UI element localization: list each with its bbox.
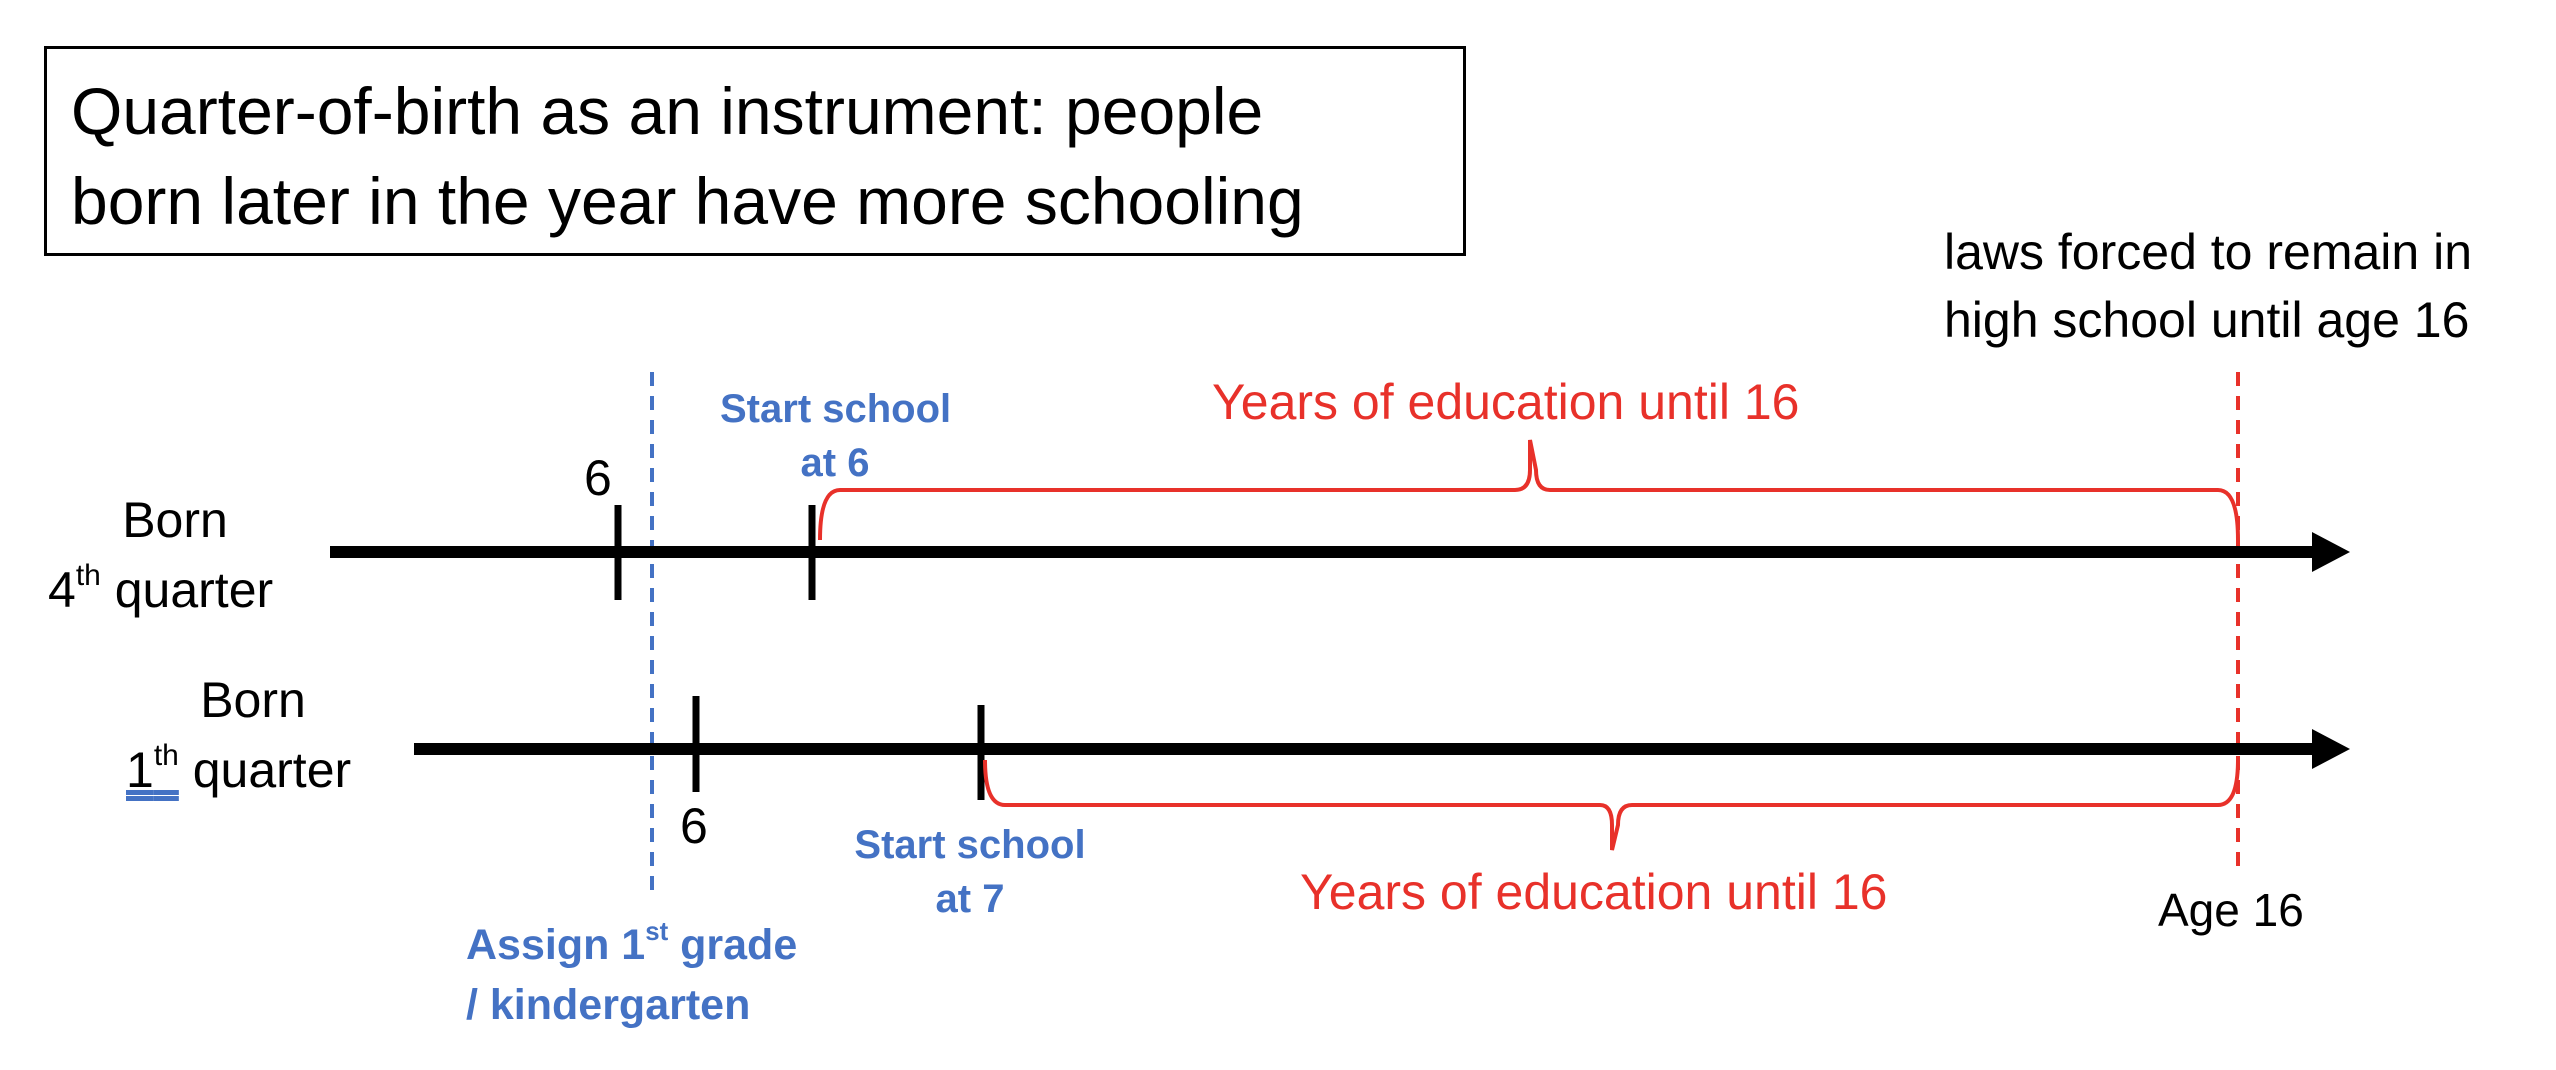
row-q4-start-line-1: Start school: [720, 387, 952, 431]
assign-label-line-2: / kindergarten: [466, 981, 751, 1029]
law-note-line-1: laws forced to remain in: [1944, 224, 2473, 280]
row-q4-label-born: Born: [122, 492, 228, 548]
arrowhead-q4: [2312, 532, 2350, 572]
row-q4-age6-label: 6: [584, 450, 612, 506]
row-q4-education-label: Years of education until 16: [1212, 374, 1800, 430]
row-q1-start-line-1: Start school: [854, 823, 1086, 867]
brace-q4: [818, 439, 2240, 541]
brace-q1: [983, 759, 2240, 851]
row-q1-education-label: Years of education until 16: [1300, 864, 1888, 920]
title-box: Quarter-of-birth as an instrument: peopl…: [44, 46, 1466, 256]
row-q1-label-quarter: 1th quarter: [126, 738, 352, 798]
row-q1-start-line-2: at 7: [935, 877, 1005, 921]
age16-label: Age 16: [2158, 884, 2304, 936]
title-line-2: born later in the year have more schooli…: [71, 164, 1304, 238]
title-line-1: Quarter-of-birth as an instrument: peopl…: [71, 74, 1264, 148]
row-q4-start-line-2: at 6: [800, 441, 870, 485]
law-note-line-2: high school until age 16: [1944, 292, 2470, 348]
row-q1-age6-label: 6: [680, 798, 708, 854]
arrowhead-q1: [2312, 729, 2350, 769]
row-q1-label-born: Born: [200, 672, 306, 728]
row-q4-label-quarter: 4th quarter: [48, 558, 274, 618]
assign-label-line-1: Assign 1st grade: [466, 917, 798, 969]
